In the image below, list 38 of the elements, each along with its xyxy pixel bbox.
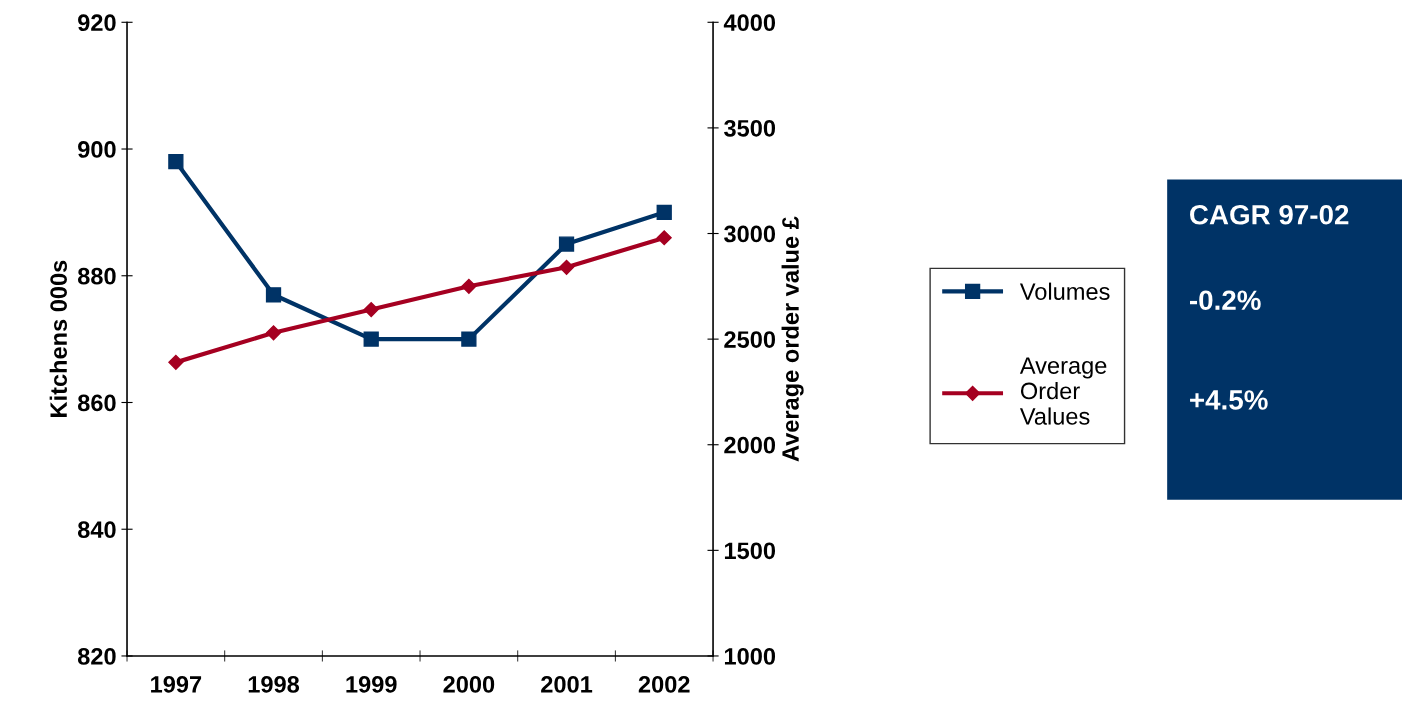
- y2-axis-title: Average order value £: [781, 216, 804, 462]
- x-tick-label: 1998: [248, 676, 300, 693]
- point: [168, 154, 184, 170]
- y2-tick-label: 1000: [724, 648, 776, 665]
- y2-tick-label: 3500: [724, 119, 776, 137]
- point: [461, 278, 477, 294]
- point: [461, 331, 477, 347]
- y-tick-label: 820: [77, 648, 116, 665]
- point: [265, 287, 282, 303]
- legend-label: Volumes: [1019, 282, 1110, 300]
- point: [558, 236, 575, 252]
- point: [656, 204, 672, 221]
- x-tick-label: 1999: [346, 676, 397, 693]
- y2-tick-label: 2500: [724, 331, 776, 348]
- y2-tick-label: 2000: [724, 436, 776, 454]
- y-axis-title: Kitchens 000s: [49, 260, 67, 417]
- x-tick-label: 2002: [638, 676, 690, 693]
- text: +4.5%: [1190, 390, 1268, 410]
- point: [363, 331, 379, 347]
- y2-tick-label: 1500: [724, 542, 776, 560]
- y2-tick-label: 4000: [723, 14, 776, 32]
- y2-tick-label: 3000: [724, 225, 776, 243]
- legend-label: Average Order Values: [1019, 357, 1107, 425]
- point: [363, 301, 379, 318]
- point: [168, 354, 184, 370]
- text: -0.2%: [1189, 290, 1261, 311]
- y-tick-label: 880: [77, 267, 116, 285]
- text: CAGR 97-02: [1190, 204, 1349, 225]
- y-tick-label: 900: [78, 141, 116, 158]
- x-tick-label: 2000: [443, 676, 495, 693]
- x-tick-label: 1997: [151, 676, 202, 693]
- point: [656, 230, 672, 246]
- point: [558, 259, 575, 275]
- y-tick-label: 860: [77, 394, 116, 412]
- y-tick-label: 840: [77, 521, 116, 539]
- point: [265, 325, 282, 341]
- x-tick-label: 2001: [541, 676, 593, 693]
- y-tick-label: 920: [78, 14, 116, 32]
